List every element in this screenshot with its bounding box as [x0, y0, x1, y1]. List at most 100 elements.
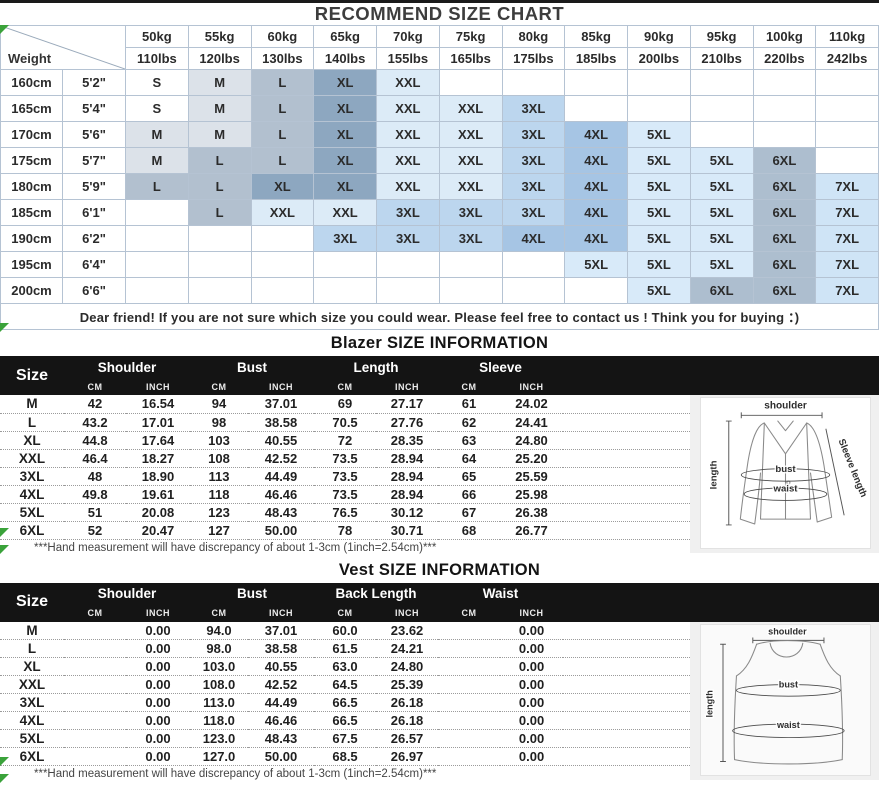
- matrix-row: 160cm 5'2" S M L XL XXL: [0, 69, 879, 96]
- size-recommendation-cell: 4XL: [564, 121, 628, 148]
- measurement-cell: [438, 639, 501, 658]
- measurement-cell: [438, 747, 501, 766]
- blazer-diagram: shoulder bust waist: [690, 395, 879, 553]
- measurement-cell: 72: [314, 431, 377, 450]
- measurement-cell: 24.80: [376, 657, 439, 676]
- measurement-cell: 27.76: [376, 413, 439, 432]
- measurement-cell: 94: [190, 395, 249, 414]
- measurement-cell: [64, 639, 126, 658]
- measurement-row: M 42 16.54 94 37.01 69 27.17 61 24.02: [0, 395, 691, 414]
- unit-header: INCH: [376, 378, 439, 395]
- measurement-cell: 30.12: [376, 503, 439, 522]
- page-title: RECOMMEND SIZE CHART: [314, 3, 565, 24]
- matrix-row: 195cm 6'4" 5XL 5XL 5XL 6XL 7XL: [0, 251, 879, 278]
- measurement-cell: 44.49: [248, 693, 315, 712]
- weight-kg-header: 90kg: [627, 25, 691, 48]
- row-filler: [563, 413, 691, 432]
- measurement-cell: 108.0: [190, 675, 249, 694]
- size-recommendation-cell: 3XL: [438, 225, 503, 252]
- size-recommendation-cell: 3XL: [376, 225, 440, 252]
- size-recommendation-cell: S: [125, 69, 189, 96]
- size-recommendation-cell: 6XL: [752, 199, 817, 226]
- size-cell: 3XL: [0, 693, 64, 712]
- measurement-cell: 113: [190, 467, 249, 486]
- measurement-cell: 28.35: [376, 431, 439, 450]
- blazer-waist-label: waist: [772, 483, 798, 494]
- vest-diagram: shoulder bust waist: [690, 621, 879, 780]
- blazer-header-bar-extension: [690, 356, 879, 395]
- measurement-cell: 103: [190, 431, 249, 450]
- blazer-length-label: length: [708, 460, 719, 489]
- size-recommendation-cell: 6XL: [752, 277, 817, 304]
- size-recommendation-cell: 6XL: [752, 251, 817, 278]
- blazer-footnote: ***Hand measurement will have discrepanc…: [34, 541, 437, 554]
- measurement-cell: 113.0: [190, 693, 249, 712]
- size-recommendation-cell: L: [250, 147, 315, 174]
- measurement-cell: 17.01: [126, 413, 191, 432]
- measurement-cell: 28.94: [376, 449, 439, 468]
- size-recommendation-cell: [250, 277, 315, 304]
- weight-lbs-header: 175lbs: [501, 47, 566, 70]
- unit-header: CM: [190, 604, 249, 622]
- weight-kg-header: 100kg: [752, 25, 817, 48]
- measurement-cell: 42.52: [248, 449, 315, 468]
- measurement-cell: 26.77: [500, 521, 564, 540]
- matrix-row: 175cm 5'7" M L L XL XXL XXL 3XL 4XL 5XL 5XL 6XL: [0, 147, 879, 174]
- size-recommendation-cell: [313, 251, 377, 278]
- size-recommendation-cell: [752, 95, 817, 122]
- measurement-cell: 98.0: [190, 639, 249, 658]
- size-recommendation-cell: 7XL: [815, 225, 879, 252]
- measurement-cell: 76.5: [314, 503, 377, 522]
- size-recommendation-cell: 3XL: [438, 199, 503, 226]
- height-ft-label: 6'1": [62, 199, 126, 226]
- blazer-diagram-panel: shoulder bust waist: [690, 356, 879, 553]
- size-recommendation-cell: 4XL: [564, 199, 628, 226]
- weight-kg-header: 55kg: [187, 25, 252, 48]
- row-filler: [563, 395, 691, 414]
- measurement-cell: 0.00: [126, 711, 191, 730]
- size-recommendation-cell: [689, 95, 754, 122]
- weight-lbs-header: 155lbs: [376, 47, 440, 70]
- seller-note: Dear friend! If you are not sure which s…: [0, 303, 879, 330]
- measurement-cell: 98: [190, 413, 249, 432]
- height-ft-label: 6'4": [62, 251, 126, 278]
- measure-group-header: Length: [314, 356, 439, 378]
- measurement-cell: 0.00: [500, 675, 564, 694]
- measurement-cell: 52: [64, 521, 126, 540]
- blazer-sketch: shoulder bust waist: [707, 399, 870, 526]
- size-cell: M: [0, 621, 64, 640]
- height-cm-label: 200cm: [0, 277, 63, 304]
- size-recommendation-cell: XXL: [376, 69, 440, 96]
- weight-lbs-header: 185lbs: [564, 47, 628, 70]
- size-recommendation-cell: [376, 251, 440, 278]
- measurement-cell: 0.00: [126, 621, 191, 640]
- weight-kg-header: 65kg: [313, 25, 377, 48]
- blazer-bust-label: bust: [775, 464, 796, 475]
- size-recommendation-cell: S: [125, 95, 189, 122]
- measurement-cell: 0.00: [500, 747, 564, 766]
- size-cell: 4XL: [0, 485, 64, 504]
- measurement-row: 6XL 52 20.47 127 50.00 78 30.71 68 26.77: [0, 521, 691, 540]
- size-recommendation-cell: 4XL: [564, 225, 628, 252]
- measurement-cell: 50.00: [248, 747, 315, 766]
- size-recommendation-cell: 4XL: [564, 173, 628, 200]
- size-recommendation-cell: 3XL: [501, 199, 566, 226]
- measurement-cell: 63: [438, 431, 501, 450]
- measurement-cell: 24.02: [500, 395, 564, 414]
- weight-lbs-header: 220lbs: [752, 47, 817, 70]
- size-recommendation-cell: [564, 277, 628, 304]
- size-recommendation-cell: XL: [313, 121, 377, 148]
- measurement-cell: 73.5: [314, 449, 377, 468]
- measurement-row: 6XL 0.00 127.0 50.00 68.5 26.97 0.00: [0, 747, 691, 766]
- measurement-cell: 42: [64, 395, 126, 414]
- measurement-cell: 17.64: [126, 431, 191, 450]
- blazer-title: Blazer SIZE INFORMATION: [330, 334, 549, 352]
- size-recommendation-cell: XXL: [438, 121, 503, 148]
- measurement-cell: 0.00: [500, 693, 564, 712]
- measurement-cell: 27.17: [376, 395, 439, 414]
- height-cm-label: 175cm: [0, 147, 63, 174]
- size-recommendation-cell: 3XL: [501, 147, 566, 174]
- size-recommendation-cell: XXL: [438, 95, 503, 122]
- height-ft-label: 5'6": [62, 121, 126, 148]
- weight-kg-header: 50kg: [125, 25, 189, 48]
